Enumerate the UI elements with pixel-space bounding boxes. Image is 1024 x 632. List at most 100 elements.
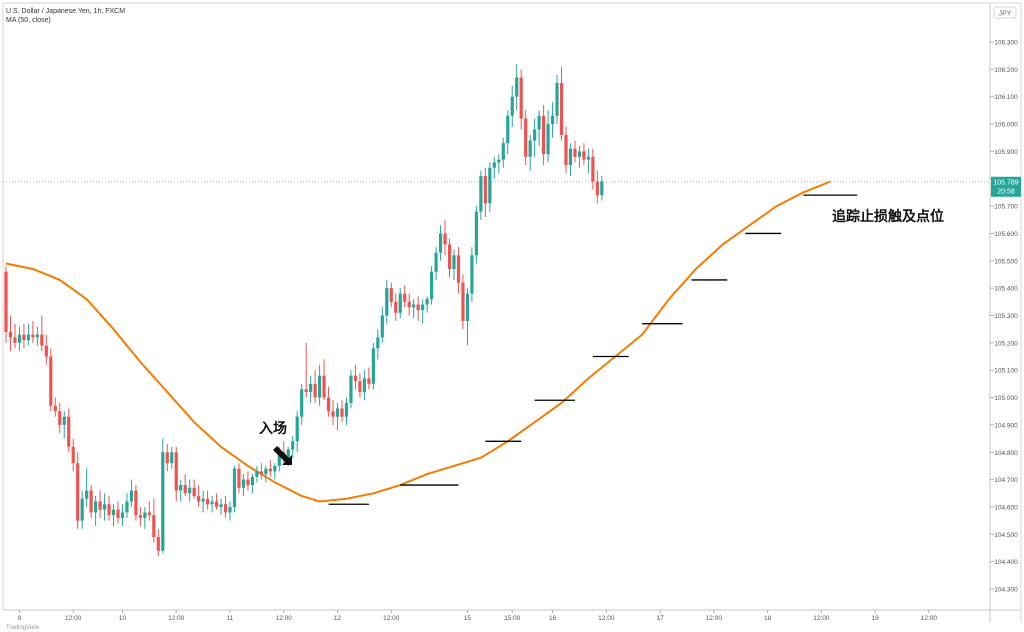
candle-body [416, 304, 420, 311]
ma-indicator-label[interactable]: MA (50, close) [6, 17, 51, 24]
candle [358, 372, 362, 398]
candle-body [53, 405, 57, 412]
candle [380, 307, 384, 343]
candle-body [179, 485, 183, 491]
candle-body [550, 115, 555, 125]
candle [349, 370, 353, 409]
price-tick-label: 105.000 [994, 395, 1018, 402]
candle-body [501, 143, 505, 160]
candle-body [62, 416, 66, 425]
candle-body [452, 255, 456, 270]
currency-badge-text: JPY [999, 11, 1012, 18]
candle [53, 397, 57, 417]
candle [241, 474, 246, 497]
candle [568, 143, 573, 177]
price-tick-label: 104.500 [994, 532, 1018, 539]
price-tick-label: 104.700 [994, 477, 1018, 484]
candle [456, 247, 461, 294]
candle-body [188, 487, 192, 494]
candle [58, 403, 62, 434]
candle [250, 474, 254, 494]
candle [403, 285, 407, 308]
candle-body [470, 255, 474, 294]
candle [161, 438, 165, 554]
candle [470, 247, 474, 302]
candle-body [367, 378, 371, 384]
time-tick-label: 12:00 [383, 615, 400, 622]
price-tick-label: 105.200 [994, 340, 1018, 347]
candle [465, 288, 470, 346]
candle-body [515, 77, 519, 97]
candle [255, 465, 259, 483]
candle-body [76, 463, 80, 521]
time-tick-label: 18 [764, 615, 772, 622]
candle [501, 137, 505, 168]
candle [524, 110, 528, 166]
candle-body [161, 452, 165, 551]
last-price-label: 105.789 [993, 179, 1018, 186]
candle-body [313, 383, 317, 398]
candle [550, 102, 555, 138]
price-tick-label: 105.300 [994, 313, 1018, 320]
candle [407, 293, 411, 316]
candle-body [488, 167, 492, 204]
candle-body [389, 288, 393, 302]
candle-body [183, 485, 187, 494]
candle-body [461, 282, 465, 321]
candle [416, 296, 420, 321]
candle [488, 162, 492, 212]
time-tick-label: 17 [656, 615, 664, 622]
candle-body [264, 468, 268, 475]
candle-body [102, 504, 107, 510]
candle-body [309, 383, 313, 393]
candle-body [430, 271, 434, 300]
candle [519, 69, 523, 130]
candle-body [120, 512, 125, 518]
candle [13, 323, 17, 349]
candle-body [246, 479, 250, 486]
candle-body [165, 452, 169, 464]
candle-body [533, 129, 537, 141]
candle-body [156, 537, 160, 551]
candle [197, 485, 201, 507]
candle [31, 320, 35, 343]
candle [573, 140, 577, 163]
candle-body [273, 465, 277, 472]
candle [497, 154, 501, 174]
candle-body [326, 397, 331, 412]
candle-body [26, 334, 30, 341]
candle [452, 249, 456, 280]
candle-body [318, 375, 322, 398]
price-tick-label: 104.600 [994, 504, 1018, 511]
price-axis[interactable]: 106.300106.200106.100106.000105.900105.8… [990, 40, 1018, 594]
candle-body [268, 468, 272, 472]
candle-body [223, 504, 228, 513]
time-tick-label: 12:00 [706, 615, 723, 622]
price-tick-label: 104.800 [994, 450, 1018, 457]
candle [17, 326, 22, 352]
candle-body [376, 337, 380, 349]
time-tick-label: 15:00 [504, 615, 521, 622]
candle-body [94, 501, 98, 513]
time-tick-label: 10 [119, 615, 127, 622]
time-tick-label: 12:00 [598, 615, 615, 622]
candle-body [300, 389, 304, 417]
candle-body [537, 115, 541, 130]
candle-body [129, 490, 134, 502]
candle [389, 282, 393, 308]
candle [367, 367, 371, 390]
candle-body [510, 96, 514, 116]
candle-body [237, 468, 241, 488]
candle-body [456, 255, 461, 283]
candle [183, 474, 187, 497]
candle-body [71, 446, 75, 464]
candle-body [443, 233, 447, 245]
candle-body [214, 501, 219, 507]
candle [340, 400, 344, 423]
time-axis[interactable]: 9 12:00 10 12:00 11 12:00 12 12:00 15 15:00 16 12:0… [18, 610, 938, 622]
candle [210, 496, 214, 513]
candle-body [595, 181, 599, 196]
candle-body [259, 471, 263, 475]
entry-label: 入场 [259, 421, 287, 437]
